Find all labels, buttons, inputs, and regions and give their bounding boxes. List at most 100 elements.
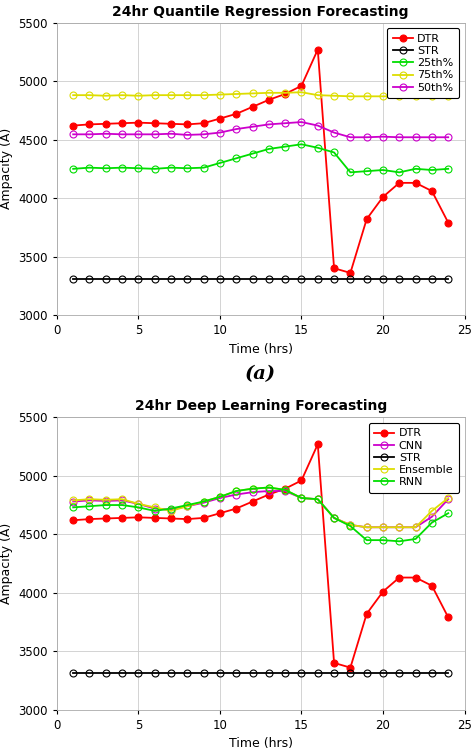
DTR [446,218,451,227]
25th% [250,149,255,158]
STR [396,274,402,283]
STR [266,669,272,678]
DTR [331,263,337,273]
DTR [168,514,174,523]
CNN [233,490,239,499]
Ensemble [87,495,92,504]
CNN [168,505,174,514]
CNN [283,486,288,495]
50th% [283,119,288,128]
CNN [315,495,320,504]
Ensemble [413,522,419,532]
25th% [152,165,157,174]
50th% [364,133,370,142]
RNN [152,507,157,516]
75th% [250,89,255,98]
STR [250,274,255,283]
DTR [250,103,255,112]
CNN [87,496,92,505]
25th% [446,165,451,174]
Ensemble [331,513,337,522]
DTR [413,178,419,187]
25th% [136,164,141,173]
Line: Ensemble: Ensemble [70,484,452,531]
Line: STR: STR [70,276,452,282]
DTR [396,178,402,187]
75th% [413,92,419,101]
25th% [283,142,288,151]
STR [217,274,223,283]
DTR [70,516,76,525]
25th% [103,164,109,173]
CNN [266,486,272,495]
STR [70,274,76,283]
DTR [184,120,190,129]
75th% [396,92,402,101]
CNN [446,495,451,504]
75th% [184,91,190,100]
STR [380,274,386,283]
RNN [315,495,320,504]
50th% [184,131,190,140]
75th% [380,92,386,101]
Ensemble [283,485,288,495]
STR [331,274,337,283]
STR [315,274,320,283]
DTR [331,658,337,667]
25th% [315,143,320,153]
DTR [315,439,320,448]
STR [168,274,174,283]
25th% [201,163,207,172]
75th% [266,88,272,97]
STR [184,669,190,678]
Ensemble [364,522,370,532]
STR [266,274,272,283]
Ensemble [380,522,386,532]
STR [217,669,223,678]
DTR [380,587,386,596]
Ensemble [217,492,223,501]
STR [446,274,451,283]
Legend: DTR, STR, 25th%, 75th%, 50th%: DTR, STR, 25th%, 75th%, 50th% [387,28,459,98]
50th% [446,133,451,142]
25th% [364,167,370,176]
CNN [364,522,370,532]
STR [347,274,353,283]
DTR [429,186,435,196]
Y-axis label: Ampacity (A): Ampacity (A) [0,523,13,604]
75th% [87,91,92,100]
50th% [103,129,109,138]
RNN [331,513,337,522]
25th% [331,148,337,157]
75th% [283,88,288,97]
DTR [184,515,190,524]
DTR [233,109,239,119]
DTR [266,95,272,104]
DTR [152,119,157,128]
RNN [396,537,402,546]
25th% [184,164,190,173]
X-axis label: Time (hrs): Time (hrs) [228,343,293,356]
Ensemble [119,495,125,504]
50th% [87,130,92,139]
DTR [250,497,255,506]
Ensemble [446,494,451,503]
50th% [266,120,272,129]
75th% [429,92,435,101]
RNN [184,501,190,510]
CNN [152,504,157,513]
Line: DTR: DTR [70,46,452,276]
STR [201,669,207,678]
50th% [315,121,320,130]
STR [233,669,239,678]
DTR [347,663,353,672]
75th% [152,91,157,100]
STR [331,669,337,678]
Line: CNN: CNN [70,488,452,531]
Title: 24hr Quantile Regression Forecasting: 24hr Quantile Regression Forecasting [112,5,409,19]
RNN [217,492,223,501]
STR [184,274,190,283]
Ensemble [266,483,272,492]
STR [119,669,125,678]
CNN [396,522,402,532]
